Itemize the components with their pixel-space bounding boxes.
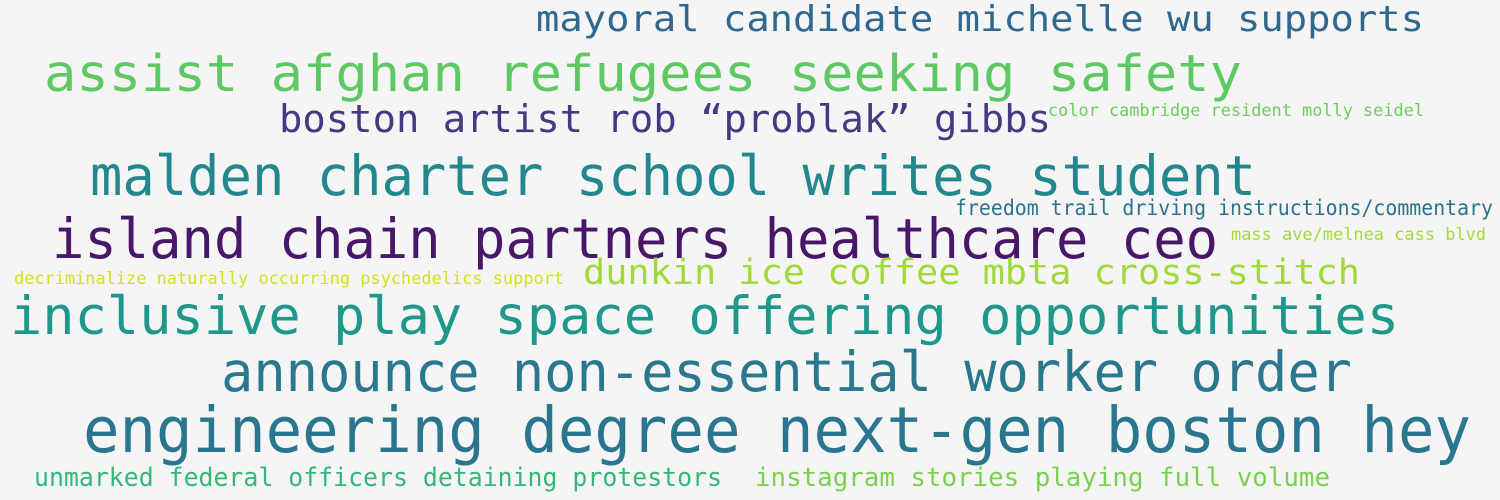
phrase-announce-non-essential: announce non-essential worker order [221, 340, 1352, 404]
phrase-unmarked-federal: unmarked federal officers detaining prot… [34, 463, 722, 493]
phrase-malden-charter: malden charter school writes student [90, 144, 1256, 208]
phrase-instagram-stories: instagram stories playing full volume [755, 463, 1330, 493]
phrase-boston-artist: boston artist rob “problak” gibbs [279, 97, 1051, 141]
phrase-decriminalize: decriminalize naturally occurring psyche… [14, 269, 564, 289]
phrase-mass-ave: mass ave/melnea cass blvd [1231, 225, 1486, 245]
phrase-engineering-degree: engineering degree next-gen boston hey [83, 394, 1471, 467]
phrase-inclusive-play: inclusive play space offering opportunit… [10, 286, 1399, 347]
phrase-island-chain: island chain partners healthcare ceo [52, 207, 1218, 271]
phrase-dunkin-ice-coffee: dunkin ice coffee mbta cross-stitch [583, 253, 1360, 293]
phrase-freedom-trail: freedom trail driving instructions/comme… [955, 196, 1493, 220]
phrase-mayoral-candidate: mayoral candidate michelle wu supports [536, 0, 1424, 40]
phrase-color-cambridge: color cambridge resident molly seidel [1048, 101, 1424, 121]
phrase-afghan-refugees: assist afghan refugees seeking safety [44, 45, 1242, 104]
